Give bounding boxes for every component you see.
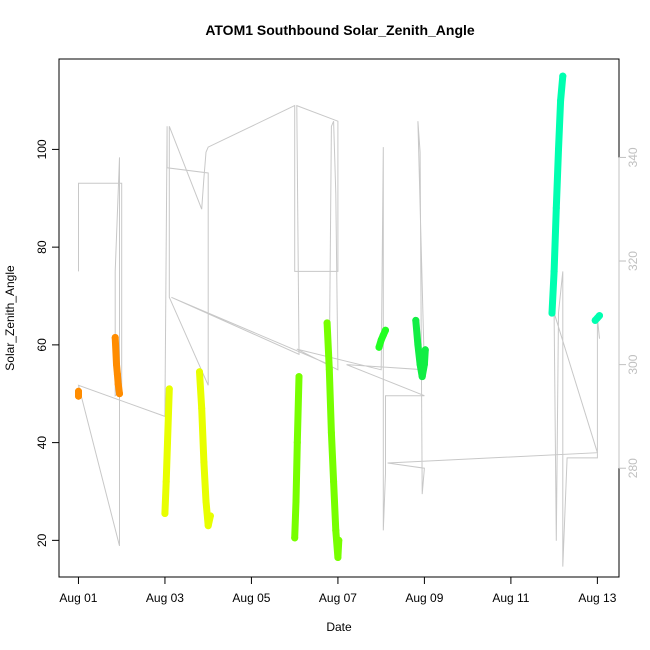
data-point-8-5 xyxy=(559,72,567,80)
secondary-series-layer xyxy=(77,104,600,567)
data-point-7-0 xyxy=(412,316,420,324)
data-point-8-0 xyxy=(548,309,556,317)
data-point-6-3 xyxy=(382,326,389,334)
x-tick-label: Aug 07 xyxy=(319,591,357,605)
data-point-8-1 xyxy=(550,268,558,276)
data-point-5-0 xyxy=(323,319,331,327)
data-point-1-1 xyxy=(113,360,120,368)
data-point-4-1 xyxy=(292,497,300,505)
data-point-8-4 xyxy=(557,97,565,104)
data-point-7-5 xyxy=(421,346,429,354)
data-point-7-3 xyxy=(418,373,426,381)
y-tick-label: 80 xyxy=(35,240,49,254)
y-tick-label: 100 xyxy=(35,139,49,159)
y2-axis: 280 300 320 340 xyxy=(618,147,640,478)
data-point-1-4 xyxy=(116,390,123,398)
data-point-5-6 xyxy=(335,536,343,544)
x-tick-label: Aug 13 xyxy=(578,591,616,605)
y-tick-label: 20 xyxy=(35,533,49,547)
data-point-8-3 xyxy=(555,145,562,153)
series-trace-4 xyxy=(291,373,303,542)
data-point-8-2 xyxy=(552,204,560,212)
data-point-1-0 xyxy=(111,334,119,341)
x-tick-label: Aug 09 xyxy=(405,591,443,605)
data-point-4-3 xyxy=(295,373,303,381)
y2-tick-label: 300 xyxy=(626,354,640,374)
y-tick-label: 40 xyxy=(35,436,49,450)
plot-frame xyxy=(58,58,620,578)
data-point-3-0 xyxy=(196,368,203,376)
data-point-0-1 xyxy=(75,387,82,395)
data-point-5-4 xyxy=(332,527,340,535)
y-axis-label: Solar_Zenith_Angle xyxy=(3,265,17,371)
data-point-5-1 xyxy=(325,365,333,373)
data-point-1-3 xyxy=(114,380,122,388)
y2-tick-label: 340 xyxy=(626,147,640,167)
series-trace-8 xyxy=(548,72,567,317)
data-point-5-5 xyxy=(334,554,342,561)
data-point-6-0 xyxy=(375,343,383,351)
data-point-4-0 xyxy=(291,534,299,542)
y2-tick-label: 280 xyxy=(626,458,640,478)
data-point-3-4 xyxy=(204,522,212,530)
x-tick-label: Aug 11 xyxy=(492,591,529,605)
data-point-3-3 xyxy=(202,497,210,505)
data-point-9-2 xyxy=(596,312,603,320)
x-tick-label: Aug 01 xyxy=(59,591,97,605)
data-point-5-3 xyxy=(330,478,338,486)
series-trace-2 xyxy=(161,385,173,517)
chart-title: ATOM1 Southbound Solar_Zenith_Angle xyxy=(205,22,475,38)
y-axis: 20 40 60 80 100 xyxy=(35,139,60,547)
y2-tick-label: 320 xyxy=(626,251,640,271)
data-point-2-1 xyxy=(162,478,170,486)
series-layer xyxy=(75,72,603,561)
x-tick-label: Aug 05 xyxy=(232,591,270,605)
y-tick-label: 60 xyxy=(35,338,49,352)
data-point-2-2 xyxy=(164,439,171,447)
data-point-2-0 xyxy=(161,510,169,517)
data-point-0-0 xyxy=(75,392,82,400)
x-axis-label: Date xyxy=(326,620,352,634)
x-tick-label: Aug 03 xyxy=(146,591,184,605)
data-point-3-1 xyxy=(198,404,206,412)
data-point-5-2 xyxy=(327,429,335,437)
data-point-1-2 xyxy=(113,370,121,378)
data-point-7-4 xyxy=(420,360,428,368)
x-axis: Aug 01 Aug 03 Aug 05 Aug 07 Aug 09 Aug 11 Aug … xyxy=(59,576,617,605)
secondary-series-line xyxy=(77,104,600,567)
data-point-2-3 xyxy=(165,385,173,393)
data-point-4-2 xyxy=(293,439,301,447)
data-point-3-5 xyxy=(206,512,214,520)
data-point-7-1 xyxy=(414,341,422,349)
data-point-3-2 xyxy=(200,458,208,466)
